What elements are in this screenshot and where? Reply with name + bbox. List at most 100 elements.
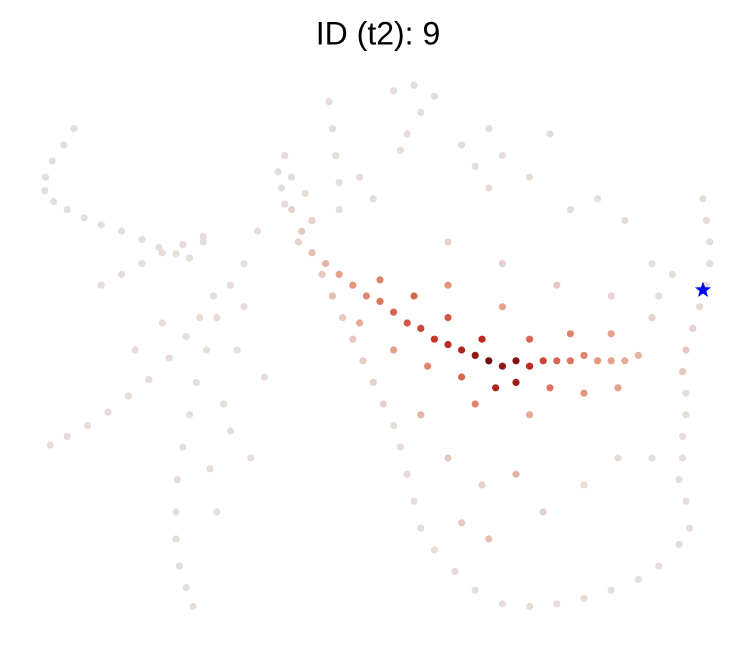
point [288,206,296,214]
highlight-star [694,281,712,297]
point [332,152,340,160]
point [318,270,326,278]
point [335,179,343,187]
point [308,216,316,224]
point [594,357,602,365]
point [621,216,629,224]
point [498,152,506,160]
point [634,575,643,584]
point [471,586,479,594]
point [158,319,166,327]
point [410,497,418,505]
point [410,81,418,89]
point [233,346,241,354]
point [390,346,398,354]
point [179,241,187,249]
point [209,292,217,300]
point [512,470,520,478]
point [274,168,282,176]
point [444,281,452,289]
point [417,324,425,332]
point [485,535,493,543]
point [60,141,68,149]
point [172,250,180,258]
point [356,319,364,327]
point [356,173,364,181]
point [335,270,343,278]
point [580,594,588,603]
point [362,292,370,300]
point [689,324,697,332]
point [379,400,387,408]
point [702,216,711,224]
point [444,314,452,322]
point [492,384,500,392]
point [706,260,714,268]
point [199,238,207,246]
point [458,373,466,381]
point [580,389,588,397]
point [281,152,289,160]
point [706,238,714,246]
point [196,314,204,322]
point [301,189,309,197]
point [186,411,194,419]
point [512,357,520,365]
point [430,92,438,100]
point [526,411,534,419]
point [369,195,377,203]
point [172,508,180,516]
point [182,584,190,592]
point [553,600,561,608]
point [526,362,534,370]
point [679,454,687,462]
point [41,187,49,195]
point [145,376,153,384]
point [655,562,663,570]
point [138,260,146,268]
point [294,238,302,246]
point [165,354,173,362]
point [97,221,105,229]
point [668,270,677,278]
point [288,173,296,181]
point [70,125,78,133]
point [553,357,561,365]
point [682,497,690,505]
point [526,173,534,181]
point [458,346,466,354]
point [192,378,200,386]
point [679,432,687,440]
point [648,314,656,322]
point [444,238,452,246]
chart-title: ID (t2): 9 [316,15,440,51]
point [539,357,547,365]
point [131,346,139,354]
point [138,235,146,243]
point [679,368,687,376]
point [607,586,615,594]
point [322,260,330,268]
point [403,319,411,327]
point [359,357,367,365]
point [655,292,663,300]
point [417,108,425,116]
point [46,441,54,449]
point [648,454,656,462]
point [328,125,336,133]
point [226,427,234,435]
point [458,141,466,149]
point [648,260,656,268]
point [451,567,459,576]
point [430,335,438,343]
point [189,602,197,611]
point [634,351,643,359]
point [485,357,493,365]
point [675,476,683,484]
point [471,400,479,408]
point [369,378,377,386]
point [580,481,588,489]
point [155,243,163,251]
point [308,249,316,257]
point [325,98,333,106]
